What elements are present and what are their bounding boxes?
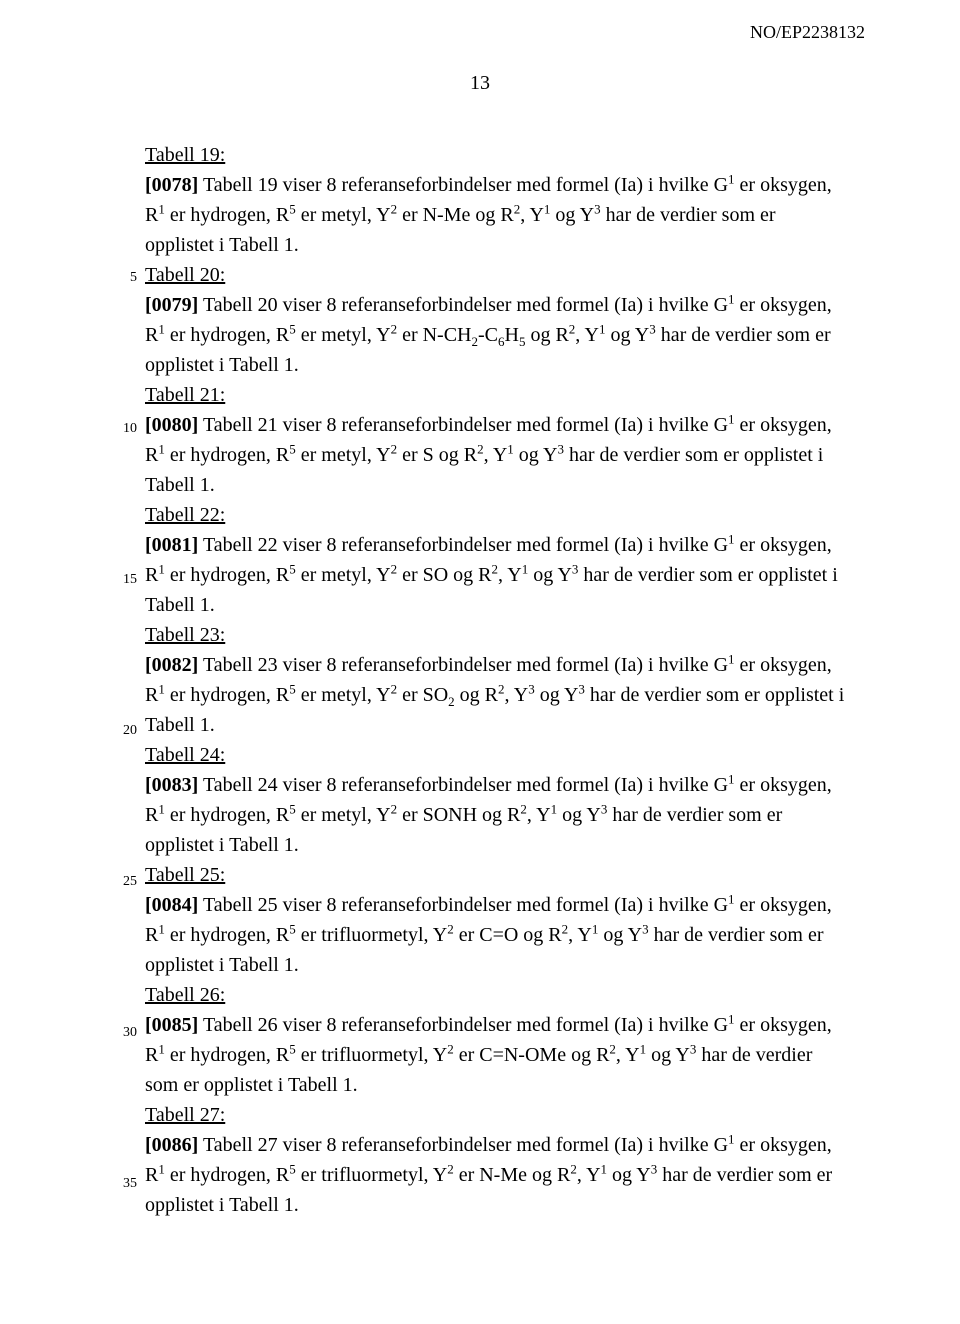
paragraph-number: [0080]: [145, 414, 198, 436]
paragraph: [0079] Tabell 20 viser 8 referanseforbin…: [145, 290, 845, 380]
line-number-35: 35: [123, 1173, 137, 1194]
table-heading: Tabell 26:: [145, 984, 225, 1006]
table-heading: Tabell 24:: [145, 744, 225, 766]
paragraph: [0082] Tabell 23 viser 8 referanseforbin…: [145, 650, 845, 740]
paragraph-number: [0086]: [145, 1134, 198, 1156]
line-number-25: 25: [123, 871, 137, 892]
paragraph-number: [0079]: [145, 294, 198, 316]
table-heading: Tabell 22:: [145, 504, 225, 526]
line-number-30: 30: [123, 1022, 137, 1043]
paragraph: [0084] Tabell 25 viser 8 referanseforbin…: [145, 890, 845, 980]
document-header: NO/EP2238132: [750, 22, 865, 43]
table-heading: Tabell 19:: [145, 144, 225, 166]
paragraph-number: [0081]: [145, 534, 198, 556]
paragraph: [0080] Tabell 21 viser 8 referanseforbin…: [145, 410, 845, 500]
table-heading: Tabell 23:: [145, 624, 225, 646]
page: NO/EP2238132 13 5 10 15 20 25 30 35 Tabe…: [0, 0, 960, 1324]
table-heading: Tabell 21:: [145, 384, 225, 406]
paragraph: [0078] Tabell 19 viser 8 referanseforbin…: [145, 170, 845, 260]
table-heading: Tabell 27:: [145, 1104, 225, 1126]
line-number-15: 15: [123, 569, 137, 590]
paragraph: [0086] Tabell 27 viser 8 referanseforbin…: [145, 1130, 845, 1220]
line-number-5: 5: [130, 267, 137, 288]
line-number-20: 20: [123, 720, 137, 741]
content: Tabell 19: [0078] Tabell 19 viser 8 refer…: [145, 140, 845, 1220]
paragraph-number: [0083]: [145, 774, 198, 796]
paragraph-number: [0078]: [145, 174, 198, 196]
paragraph-number: [0084]: [145, 894, 198, 916]
paragraph: [0083] Tabell 24 viser 8 referanseforbin…: [145, 770, 845, 860]
paragraph-number: [0085]: [145, 1014, 198, 1036]
table-heading: Tabell 25:: [145, 864, 225, 886]
table-heading: Tabell 20:: [145, 264, 225, 286]
line-number-10: 10: [123, 418, 137, 439]
paragraph-number: [0082]: [145, 654, 198, 676]
body-text: 5 10 15 20 25 30 35 Tabell 19:[0078] Tab…: [145, 140, 845, 1220]
page-number: 13: [115, 72, 845, 95]
paragraph: [0085] Tabell 26 viser 8 referanseforbin…: [145, 1010, 845, 1100]
paragraph: [0081] Tabell 22 viser 8 referanseforbin…: [145, 530, 845, 620]
